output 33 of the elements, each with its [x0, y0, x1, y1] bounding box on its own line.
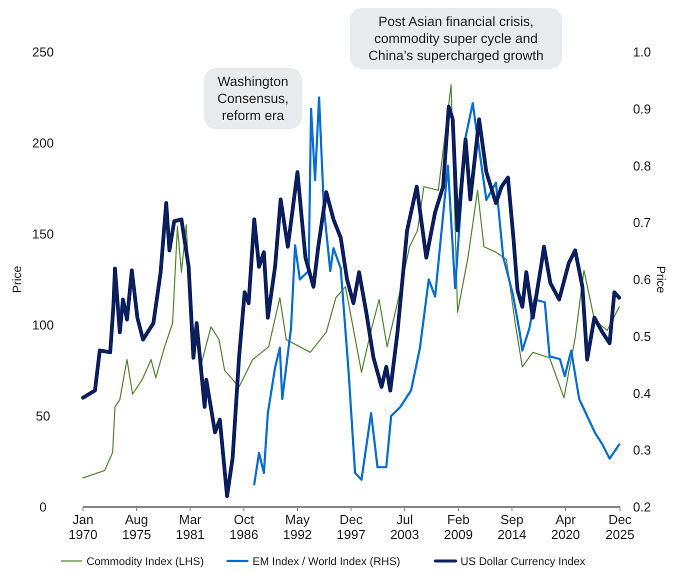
y2-tick-label: 1.0	[632, 44, 652, 60]
x-tick-label: Aug 1975	[122, 512, 152, 542]
x-tick-label: Mar 1981	[176, 512, 205, 542]
x-tick-label: Feb 2009	[444, 512, 473, 542]
legend-label: Commodity Index (LHS)	[86, 556, 204, 568]
y2-tick-label: 0.9	[632, 101, 652, 116]
y-tick-label: 150	[32, 226, 54, 242]
y-axis-title: Price	[10, 266, 24, 294]
y2-axis-title: Price	[654, 266, 668, 294]
y-tick-label: 50	[36, 408, 50, 424]
y2-tick-label: 0.7	[632, 215, 652, 230]
x-tick-label: Jan 1970	[68, 512, 98, 542]
y2-tick-label: 0.2	[632, 500, 652, 515]
annotation: Post Asian financial crisis, commodity super cycle and China’s supercharged growth	[368, 14, 544, 63]
x-tick-label: Oct 1986	[229, 512, 258, 542]
x-tick-label: Apr 2020	[551, 512, 580, 542]
y2-tick-label: 0.6	[632, 272, 652, 288]
annotation: Washington Consensus, reform era	[217, 74, 289, 123]
x-tick-label: Dec 1997	[336, 512, 366, 542]
y2-tick-label: 0.8	[632, 158, 652, 174]
y-tick-label: 100	[32, 318, 54, 333]
y2-tick-label: 0.3	[632, 442, 652, 458]
y2-tick-label: 0.4	[632, 386, 652, 401]
legend-label: EM Index / World Index (RHS)	[252, 556, 400, 568]
y-tick-label: 0	[39, 500, 47, 515]
legend-label: US Dollar Currency Index	[460, 556, 586, 568]
y2-tick-label: 0.5	[632, 328, 652, 344]
x-tick-label: Dec 2025	[606, 512, 634, 542]
y-tick-label: 250	[32, 44, 54, 60]
x-tick-label: Jul 2003	[390, 512, 420, 542]
x-tick-label: May 1992	[282, 512, 312, 542]
x-tick-label: Sep 2014	[497, 512, 526, 542]
y-tick-label: 200	[32, 136, 54, 151]
